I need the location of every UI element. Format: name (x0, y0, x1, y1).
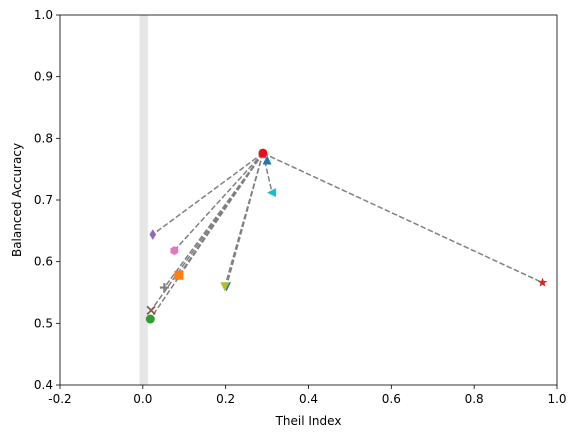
data-point-4 (537, 277, 548, 287)
y-tick-label-3: 0.7 (34, 193, 53, 207)
data-point-1 (267, 188, 277, 198)
x-tick-label-5: 0.8 (465, 392, 484, 406)
y-axis-label: Balanced Accuracy (10, 143, 24, 257)
y-tick-label-1: 0.5 (34, 316, 53, 330)
data-points (145, 148, 548, 324)
connector-line-1 (262, 152, 273, 193)
x-tick-label-1: 0.0 (133, 392, 152, 406)
data-point-6 (170, 246, 179, 256)
connector-line-2 (225, 152, 264, 287)
shaded-band-layer (139, 15, 148, 385)
connector-lines (149, 152, 543, 320)
data-point-5 (149, 229, 157, 240)
connector-line-10 (149, 152, 264, 320)
x-axis-ticks: -0.2 0.0 0.2 0.4 0.6 0.8 1.0 (48, 385, 567, 406)
origin-point (258, 148, 268, 158)
y-axis-ticks: 0.4 0.5 0.6 0.7 0.8 0.9 1.0 (34, 8, 60, 392)
data-point-10 (145, 314, 155, 324)
connector-line-4 (262, 152, 543, 284)
x-tick-label-6: 1.0 (547, 392, 566, 406)
data-point-0 (262, 155, 272, 165)
connector-line-6 (173, 152, 264, 252)
data-point-8 (159, 283, 169, 293)
y-tick-label-0: 0.4 (34, 378, 53, 392)
data-point-7 (174, 270, 184, 280)
data-point-3 (220, 282, 230, 292)
y-tick-label-5: 0.9 (34, 70, 53, 84)
x-tick-label-2: 0.2 (216, 392, 235, 406)
x-tick-label-4: 0.6 (382, 392, 401, 406)
y-tick-label-4: 0.8 (34, 131, 53, 145)
y-tick-label-6: 1.0 (34, 8, 53, 22)
connector-line-3 (224, 152, 264, 287)
plot-area-frame (59, 14, 558, 386)
shaded-band (139, 15, 148, 385)
connector-line-5 (152, 152, 264, 236)
x-axis-label: Theil Index (275, 414, 342, 428)
x-tick-label-3: 0.4 (299, 392, 318, 406)
data-point-9 (146, 305, 156, 316)
x-tick-label-0: -0.2 (48, 392, 71, 406)
y-tick-label-2: 0.6 (34, 255, 53, 269)
